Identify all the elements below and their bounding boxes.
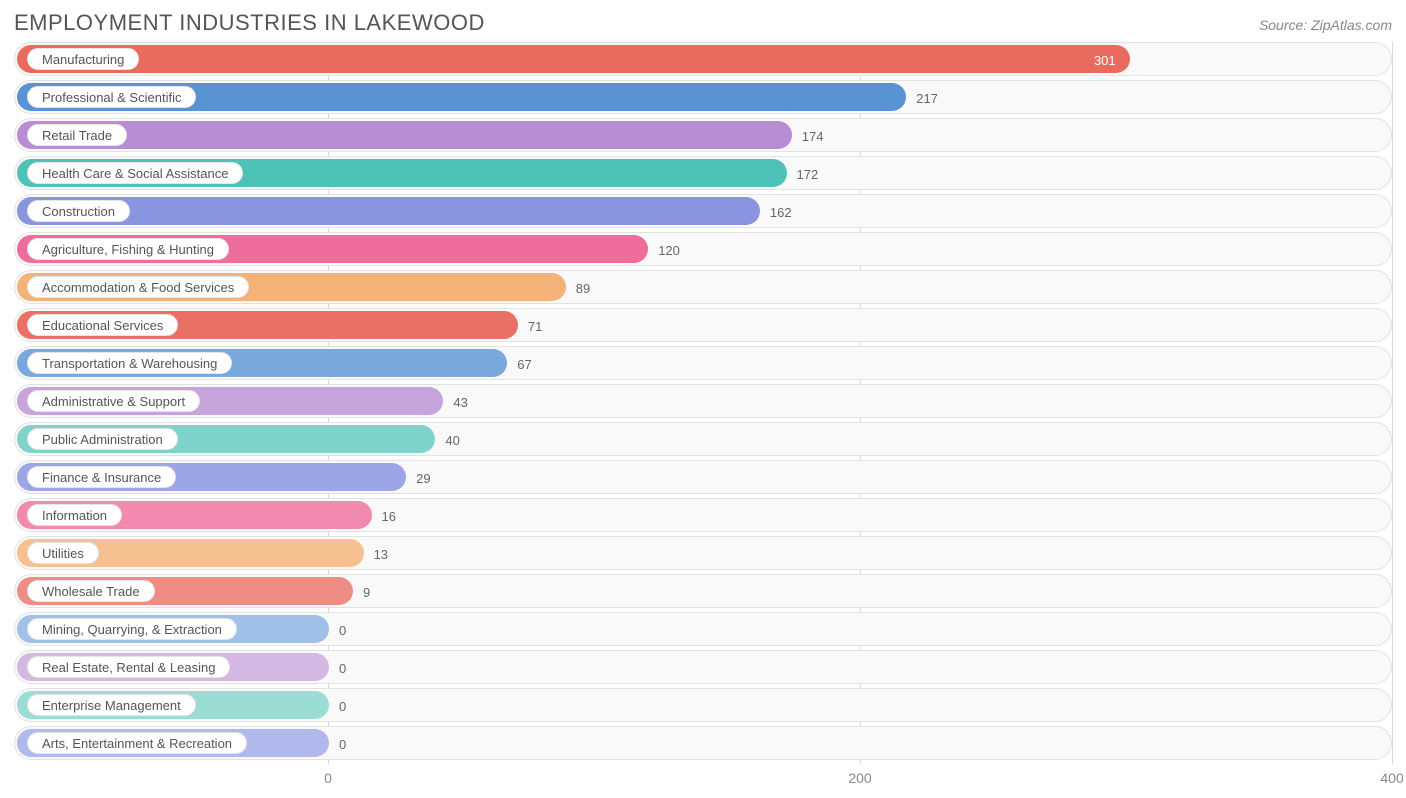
bar bbox=[17, 121, 792, 149]
value-label: 0 bbox=[329, 727, 346, 761]
category-label: Public Administration bbox=[27, 428, 178, 450]
value-label: 40 bbox=[435, 423, 459, 457]
value-label: 13 bbox=[364, 537, 388, 571]
x-axis-tick-label: 400 bbox=[1380, 770, 1403, 786]
value-label: 0 bbox=[329, 689, 346, 723]
value-label: 172 bbox=[787, 157, 819, 191]
value-label: 89 bbox=[566, 271, 590, 305]
value-label: 120 bbox=[648, 233, 680, 267]
bar-row: Administrative & Support 43 bbox=[14, 384, 1392, 418]
category-label: Utilities bbox=[27, 542, 99, 564]
category-label: Transportation & Warehousing bbox=[27, 352, 232, 374]
category-label: Mining, Quarrying, & Extraction bbox=[27, 618, 237, 640]
category-label: Arts, Entertainment & Recreation bbox=[27, 732, 247, 754]
bar-row: Real Estate, Rental & Leasing 0 bbox=[14, 650, 1392, 684]
category-label: Administrative & Support bbox=[27, 390, 200, 412]
bar-row: Transportation & Warehousing 67 bbox=[14, 346, 1392, 380]
category-label: Real Estate, Rental & Leasing bbox=[27, 656, 230, 678]
value-label: 217 bbox=[906, 81, 938, 115]
category-label: Health Care & Social Assistance bbox=[27, 162, 243, 184]
x-axis-tick-label: 200 bbox=[848, 770, 871, 786]
category-label: Wholesale Trade bbox=[27, 580, 155, 602]
gridline bbox=[1392, 42, 1393, 764]
x-axis-tick-label: 0 bbox=[324, 770, 332, 786]
bar-row: Manufacturing301 bbox=[14, 42, 1392, 76]
bar-row: Construction 162 bbox=[14, 194, 1392, 228]
value-label: 43 bbox=[443, 385, 467, 419]
bar-row: Retail Trade 174 bbox=[14, 118, 1392, 152]
category-label: Educational Services bbox=[27, 314, 178, 336]
category-label: Professional & Scientific bbox=[27, 86, 196, 108]
value-label: 0 bbox=[329, 651, 346, 685]
bar-row: Utilities 13 bbox=[14, 536, 1392, 570]
value-label: 71 bbox=[518, 309, 542, 343]
bar-row: Mining, Quarrying, & Extraction 0 bbox=[14, 612, 1392, 646]
category-label: Information bbox=[27, 504, 122, 526]
bar-row: Finance & Insurance 29 bbox=[14, 460, 1392, 494]
bar-row: Arts, Entertainment & Recreation 0 bbox=[14, 726, 1392, 760]
chart-title: EMPLOYMENT INDUSTRIES IN LAKEWOOD bbox=[14, 10, 485, 36]
value-label: 0 bbox=[329, 613, 346, 647]
chart-source: Source: ZipAtlas.com bbox=[1259, 17, 1392, 33]
value-label: 16 bbox=[372, 499, 396, 533]
value-label: 174 bbox=[792, 119, 824, 153]
value-label: 162 bbox=[760, 195, 792, 229]
category-label: Construction bbox=[27, 200, 130, 222]
value-label: 301 bbox=[17, 43, 1130, 77]
bar-row: Educational Services 71 bbox=[14, 308, 1392, 342]
category-label: Agriculture, Fishing & Hunting bbox=[27, 238, 229, 260]
bar-row: Health Care & Social Assistance 172 bbox=[14, 156, 1392, 190]
bar-row: Wholesale Trade 9 bbox=[14, 574, 1392, 608]
category-label: Finance & Insurance bbox=[27, 466, 176, 488]
chart-container: 0200400Manufacturing301Professional & Sc… bbox=[14, 42, 1392, 788]
value-label: 29 bbox=[406, 461, 430, 495]
bar-row: Professional & Scientific 217 bbox=[14, 80, 1392, 114]
bar-row: Accommodation & Food Services 89 bbox=[14, 270, 1392, 304]
bar-row: Agriculture, Fishing & Hunting 120 bbox=[14, 232, 1392, 266]
bar-row: Enterprise Management 0 bbox=[14, 688, 1392, 722]
bar-row: Public Administration 40 bbox=[14, 422, 1392, 456]
category-label: Accommodation & Food Services bbox=[27, 276, 249, 298]
value-label: 67 bbox=[507, 347, 531, 381]
category-label: Enterprise Management bbox=[27, 694, 196, 716]
bar-row: Information 16 bbox=[14, 498, 1392, 532]
category-label: Retail Trade bbox=[27, 124, 127, 146]
value-label: 9 bbox=[353, 575, 370, 609]
